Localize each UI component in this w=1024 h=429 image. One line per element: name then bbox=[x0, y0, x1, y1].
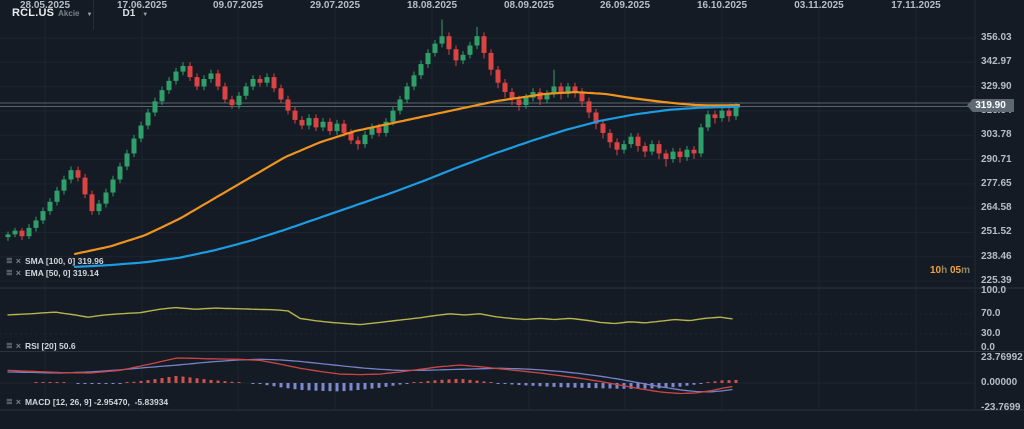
date-tick-label: 03.11.2025 bbox=[794, 0, 844, 11]
price-tick-label: 251.52 bbox=[981, 226, 1012, 238]
rsi-tick-label: 100.0 bbox=[981, 285, 1007, 296]
indicator-close-icon[interactable]: × bbox=[15, 396, 21, 407]
date-tick-label: 17.06.2025 bbox=[116, 0, 168, 11]
rsi-tick-label: 0.0 bbox=[981, 342, 995, 353]
indicator-row-sma: ≣ × SMA [100, 0] 319.96 bbox=[6, 256, 104, 266]
macd-layer bbox=[7, 357, 738, 395]
price-tick-label: 238.46 bbox=[981, 250, 1012, 262]
indicator-label: EMA [50, 0] bbox=[24, 268, 71, 278]
timer-unit: m bbox=[961, 265, 970, 276]
instrument-type-label: Akcie bbox=[58, 9, 80, 18]
rsi-tick-label: 70.0 bbox=[981, 308, 1001, 319]
indicator-settings-icon[interactable]: ≣ bbox=[6, 397, 13, 406]
date-tick-label: 08.09.2025 bbox=[503, 0, 555, 11]
timeframe-selector[interactable]: D1 bbox=[122, 8, 136, 19]
indicator-row-macd: ≣ × MACD [12, 26, 9] -2.95470, -5.83934 bbox=[6, 397, 168, 407]
indicator-close-icon[interactable]: × bbox=[15, 340, 21, 351]
price-tick-label: 225.39 bbox=[981, 275, 1012, 287]
date-tick-label: 26.09.2025 bbox=[599, 0, 651, 11]
price-tick-label: 290.71 bbox=[981, 153, 1012, 165]
rsi-layer bbox=[7, 306, 733, 326]
timeframe-dropdown-caret-icon[interactable]: ▼ bbox=[142, 12, 149, 18]
indicator-value: 319.14 bbox=[72, 268, 99, 278]
grid-layer bbox=[0, 0, 975, 410]
symbol-toolbar: RCL.US Akcie ▼ D1 ▼ bbox=[12, 7, 148, 19]
indicator-value: 50.6 bbox=[59, 341, 76, 351]
candle-countdown-timer: 10h 05m bbox=[930, 265, 970, 276]
indicator-settings-icon[interactable]: ≣ bbox=[6, 268, 13, 277]
date-tick-label: 17.11.2025 bbox=[891, 0, 941, 11]
indicator-close-icon[interactable]: × bbox=[15, 267, 21, 278]
price-tick-label: 342.97 bbox=[981, 56, 1012, 68]
timer-number: 05 bbox=[949, 265, 962, 276]
indicator-label: MACD [12, 26, 9] bbox=[24, 397, 92, 407]
date-tick-label: 28.05.2025 bbox=[19, 0, 71, 11]
current-price-badge: 319.90 bbox=[967, 99, 1014, 112]
indicator-row-rsi: ≣ × RSI [20] 50.6 bbox=[6, 341, 76, 351]
macd-tick-label: 23.76992 bbox=[981, 352, 1023, 363]
price-tick-label: 356.03 bbox=[981, 32, 1012, 43]
date-tick-label: 16.10.2025 bbox=[696, 0, 748, 11]
price-tick-label: 264.58 bbox=[981, 202, 1012, 214]
macd-tick-label: 0.00000 bbox=[981, 377, 1018, 388]
date-tick-label: 09.07.2025 bbox=[212, 0, 264, 11]
indicator-settings-icon[interactable]: ≣ bbox=[6, 341, 13, 350]
indicator-value: 319.96 bbox=[77, 256, 104, 266]
indicator-close-icon[interactable]: × bbox=[15, 255, 21, 266]
indicator-value: -2.95470, -5.83934 bbox=[93, 397, 169, 407]
indicator-row-ema: ≣ × EMA [50, 0] 319.14 bbox=[6, 268, 99, 278]
symbol-name[interactable]: RCL.US bbox=[12, 7, 55, 19]
rsi-tick-label: 30.0 bbox=[981, 328, 1001, 339]
moving-averages-layer bbox=[73, 90, 741, 268]
pane-separators bbox=[0, 0, 1024, 411]
price-tick-label: 329.90 bbox=[981, 80, 1012, 92]
date-tick-label: 29.07.2025 bbox=[309, 0, 361, 11]
toolbar-divider bbox=[93, 0, 94, 30]
candles-layer bbox=[5, 19, 739, 241]
price-tick-label: 277.65 bbox=[981, 177, 1012, 189]
indicator-label: SMA [100, 0] bbox=[24, 256, 76, 266]
price-tick-label: 303.78 bbox=[981, 129, 1012, 141]
date-tick-label: 18.08.2025 bbox=[406, 0, 458, 11]
indicator-settings-icon[interactable]: ≣ bbox=[6, 256, 13, 265]
symbol-dropdown-caret-icon[interactable]: ▼ bbox=[86, 12, 93, 18]
timer-number: 10 bbox=[929, 265, 942, 276]
timer-unit: h bbox=[941, 265, 950, 276]
macd-tick-label: -23.7699 bbox=[981, 402, 1021, 413]
indicator-label: RSI [20] bbox=[24, 341, 57, 351]
